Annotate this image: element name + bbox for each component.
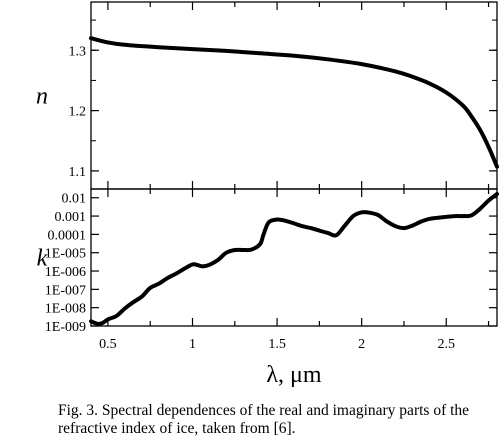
x-axis-label: λ, μm	[266, 362, 322, 388]
series-line	[89, 192, 499, 326]
y-tick-label: 1E-005	[45, 247, 86, 262]
y-axis-label: n	[36, 84, 48, 110]
series-line	[89, 36, 499, 169]
plot-frame	[90, 188, 498, 327]
y-tick-label: 1E-007	[45, 283, 86, 298]
y-axis-label: k	[37, 246, 48, 272]
y-tick-label: 1E-006	[45, 265, 86, 280]
x-tick-label: 2.5	[438, 337, 456, 352]
y-tick-label: 0.0001	[48, 228, 87, 243]
y-tick-label: 1E-008	[45, 302, 86, 317]
n-panel: 1.1 1.2 1.3 n	[36, 1, 499, 190]
y-tick-label: 1.1	[69, 165, 87, 180]
y-tick-label: 1E-009	[45, 320, 86, 335]
y-tick-label: 0.001	[55, 210, 87, 225]
x-tick-label: 1.5	[268, 337, 286, 352]
x-tick-label: 1	[189, 337, 196, 352]
y-tick-label: 1.2	[69, 105, 87, 120]
x-tick-label: 0.5	[99, 337, 117, 352]
plot-frame	[90, 1, 498, 190]
k-panel: 1E-009 1E-008 1E-007 1E-006 1E-005 0.0001 0.00…	[37, 188, 499, 388]
x-tick-label: 2	[358, 337, 365, 352]
y-tick-label: 1.3	[69, 44, 87, 59]
figure-caption: Fig. 3. Spectral dependences of the real…	[58, 402, 470, 437]
y-tick-label: 0.01	[62, 192, 87, 207]
